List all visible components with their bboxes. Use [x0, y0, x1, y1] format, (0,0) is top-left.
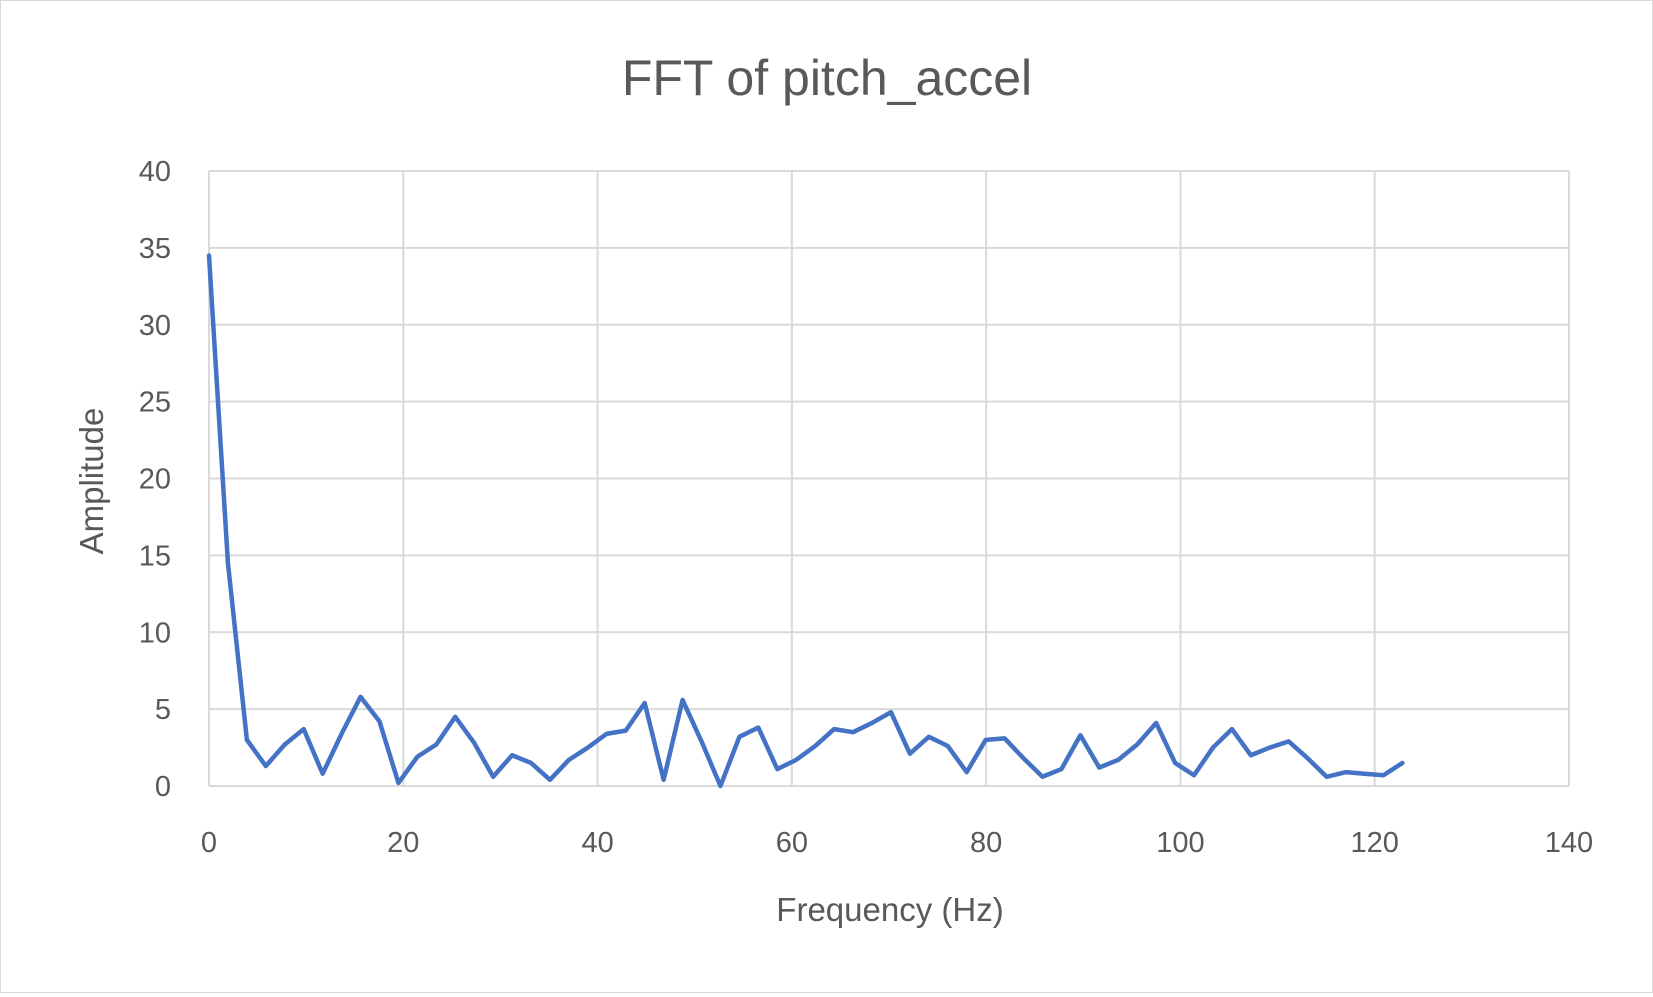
x-tick-label: 100 [1156, 827, 1204, 859]
y-tick-label: 30 [139, 310, 171, 342]
y-tick-label: 25 [139, 387, 171, 419]
series-line [206, 253, 1405, 789]
y-tick-label: 0 [155, 771, 171, 803]
x-tick-label: 20 [387, 827, 419, 859]
x-tick-label: 40 [581, 827, 613, 859]
y-axis-title: Amplitude [73, 408, 110, 555]
x-tick-label: 0 [201, 827, 217, 859]
x-axis-title: Frequency (Hz) [776, 891, 1003, 928]
series-lines [206, 253, 1405, 789]
y-tick-label: 40 [139, 156, 171, 188]
x-tick-label: 80 [970, 827, 1002, 859]
x-tick-label: 120 [1351, 827, 1399, 859]
y-tick-label: 15 [139, 540, 171, 572]
x-tick-label: 140 [1545, 827, 1593, 859]
chart-title: FFT of pitch_accel [622, 50, 1032, 106]
y-tick-label: 20 [139, 464, 171, 496]
x-tick-label: 60 [776, 827, 808, 859]
y-tick-label: 5 [155, 694, 171, 726]
y-tick-label: 35 [139, 233, 171, 265]
y-tick-label: 10 [139, 617, 171, 649]
grid-lines [208, 170, 1570, 786]
tick-labels: 0 5 10 15 20 25 30 35 40 0 20 40 60 80 100 120 140 [139, 156, 1593, 859]
